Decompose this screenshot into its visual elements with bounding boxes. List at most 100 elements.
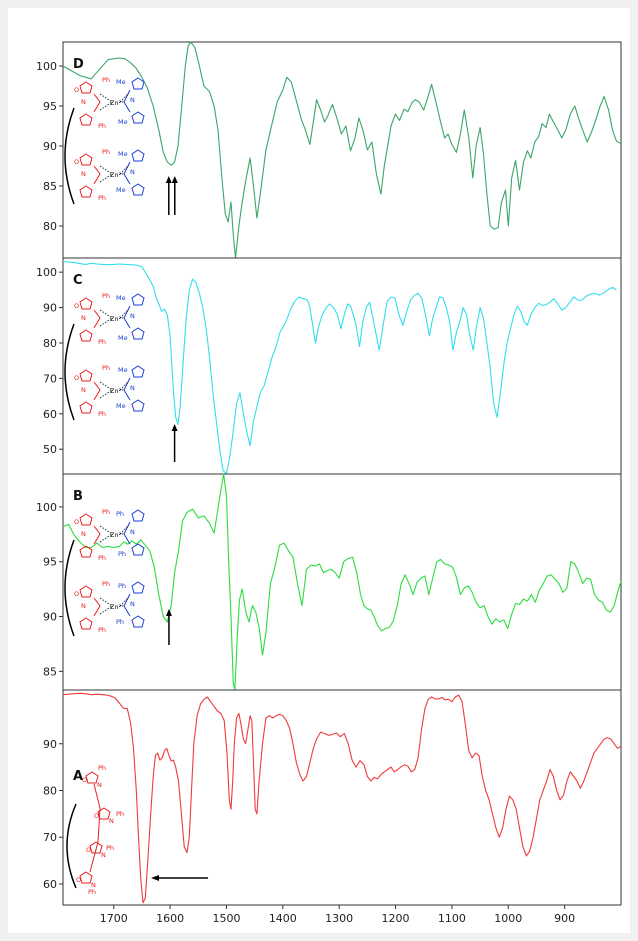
y-tick-label: 80 [43,220,57,233]
panel-frame [62,473,622,691]
x-tick-label: 1100 [438,912,466,925]
phenyl-label: Ph [98,194,106,202]
oxygen-label: O [94,812,99,820]
y-tick-label: 60 [43,408,57,421]
ligand-backbone [89,783,101,873]
arrow-head [151,875,160,881]
x-tick-label: 1500 [212,912,240,925]
oxygen-label: O [74,518,79,526]
y-tick-label: 60 [43,878,57,891]
nitrogen-label: N [101,851,106,859]
nitrogen-label: N [91,881,96,889]
substituent-label: Me [118,334,128,342]
blue-oxazoline-ring [131,399,145,412]
nitrogen-label: N [109,817,114,825]
substituent-label: Ph [118,550,126,558]
phenyl-label: Ph [98,338,106,346]
red-bond [93,525,101,545]
y-tick-label: 80 [43,784,57,797]
spectrum-line-C [62,260,617,475]
coordination-bond [99,381,113,391]
y-tick-label: 70 [43,831,57,844]
blue-bond [123,89,131,113]
macrocycle-arc [64,323,75,421]
phenyl-label: Ph [88,888,96,896]
arrows-layer [151,176,209,881]
panel-label-D: D [73,57,84,72]
panel-frame [62,41,622,259]
blue-bond [123,161,131,185]
red-oxazoline-ring [79,617,93,630]
arrow-B [165,609,172,645]
nitrogen-label: N [130,528,135,536]
blue-bond [123,521,131,545]
nitrogen-label: N [81,386,86,394]
red-oxazoline-ring [79,401,93,414]
macrocycle-arc [64,107,75,205]
arrow-head [165,609,172,616]
blue-oxazoline-ring [131,77,145,90]
nitrogen-label: N [130,600,135,608]
red-bond [93,165,101,185]
x-tick-label: 1700 [100,912,128,925]
nitrogen-label: N [130,384,135,392]
panel-label-C: C [73,273,83,288]
panel-B: 85 90 95 100 B [36,473,622,691]
coordination-bond [99,597,113,607]
red-bond [93,381,101,401]
coordination-bond [99,309,113,319]
x-tick-label: 1400 [269,912,297,925]
coordination-bond [119,381,129,391]
substituent-label: Me [118,118,128,126]
coordination-bond [119,93,129,103]
substituent-label: Me [116,78,126,86]
blue-oxazoline-ring [131,149,145,162]
x-tick-label: 1000 [494,912,522,925]
x-tick-label: 900 [554,912,575,925]
substituent-label: Ph [116,510,124,518]
red-oxazoline-ring [79,329,93,342]
red-oxazoline-ring [89,841,103,854]
arrow-head [171,424,178,431]
substituent-label: Me [118,366,128,374]
panel-frame [62,257,622,475]
red-oxazoline-ring [79,113,93,126]
red-oxazoline-ring [79,369,93,382]
y-tick-label: 70 [43,372,57,385]
y-tick-label: 85 [43,665,57,678]
blue-oxazoline-ring [131,581,145,594]
y-tick-label: 95 [43,100,57,113]
y-tick-label: 100 [36,266,57,279]
panel-label-A: A [73,769,83,784]
phenyl-label: Ph [102,508,110,516]
zinc-label: Zn²⁺ [110,171,125,179]
blue-oxazoline-ring [131,293,145,306]
blue-oxazoline-ring [131,365,145,378]
arrow-D [165,176,178,215]
panel-C: 50 60 70 80 90 100 C [36,257,622,475]
coordination-bond [119,597,129,607]
nitrogen-label: N [81,98,86,106]
spectrum-line-D [62,41,622,259]
y-tick-label: 90 [43,302,57,315]
coordination-bond [99,93,113,103]
panels-layer: 80 85 90 95 100 D 50 60 70 80 90 100 C 85 90 95 100 B 60 70… [36,41,622,906]
red-bond [93,597,101,617]
red-bond [93,93,101,113]
nitrogen-label: N [130,312,135,320]
zinc-label: Zn²⁺ [110,603,125,611]
red-oxazoline-ring [79,185,93,198]
oxygen-label: O [74,590,79,598]
nitrogen-label: N [81,314,86,322]
y-tick-label: 90 [43,140,57,153]
blue-oxazoline-ring [131,615,145,628]
nitrogen-label: N [81,530,86,538]
blue-oxazoline-ring [131,327,145,340]
blue-oxazoline-ring [131,111,145,124]
ir-spectra-chart: 80 85 90 95 100 D 50 60 70 80 90 100 C 85 90 95 100 B 60 70… [36,41,622,925]
oxygen-label: O [74,374,79,382]
oxygen-label: O [86,846,91,854]
blue-oxazoline-ring [131,509,145,522]
y-tick-label: 85 [43,180,57,193]
substituent-label: Me [118,150,128,158]
